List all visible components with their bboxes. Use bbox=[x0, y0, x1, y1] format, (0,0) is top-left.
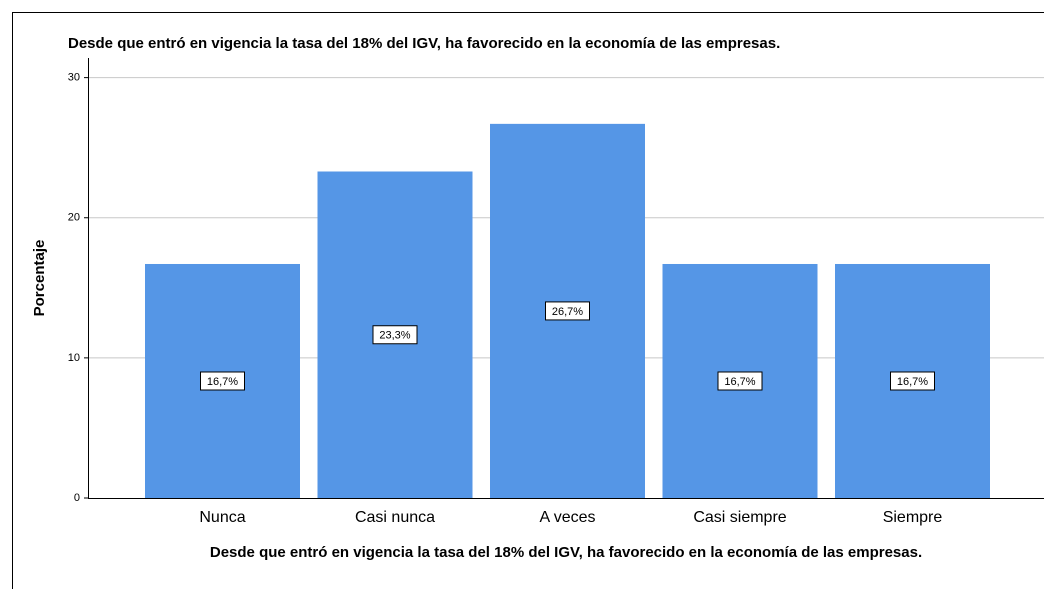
x-tick-label: Siempre bbox=[883, 509, 943, 526]
value-label: 16,7% bbox=[207, 376, 238, 388]
y-tick-label: 20 bbox=[68, 212, 80, 224]
value-label-box bbox=[372, 325, 418, 345]
value-label-box bbox=[200, 371, 245, 391]
x-tick-label: Nunca bbox=[199, 509, 245, 526]
y-axis-label: Porcentaje bbox=[31, 240, 48, 317]
value-label-box bbox=[890, 371, 935, 391]
x-tick-label: A veces bbox=[539, 509, 595, 526]
x-axis-label: Desde que entró en vigencia la tasa del … bbox=[210, 544, 922, 561]
value-label: 26,7% bbox=[552, 306, 583, 318]
y-tick-label: 10 bbox=[68, 352, 80, 364]
value-label: 16,7% bbox=[724, 376, 755, 388]
x-tick-label: Casi siempre bbox=[693, 509, 786, 526]
y-tick-label: 30 bbox=[68, 72, 80, 84]
value-label-box bbox=[717, 371, 763, 391]
value-label: 23,3% bbox=[379, 330, 410, 342]
x-tick-label: Casi nunca bbox=[355, 509, 435, 526]
chart-title: Desde que entró en vigencia la tasa del … bbox=[68, 35, 780, 52]
value-label: 16,7% bbox=[897, 376, 928, 388]
y-tick-label: 0 bbox=[74, 492, 80, 504]
value-label-box bbox=[545, 301, 590, 321]
